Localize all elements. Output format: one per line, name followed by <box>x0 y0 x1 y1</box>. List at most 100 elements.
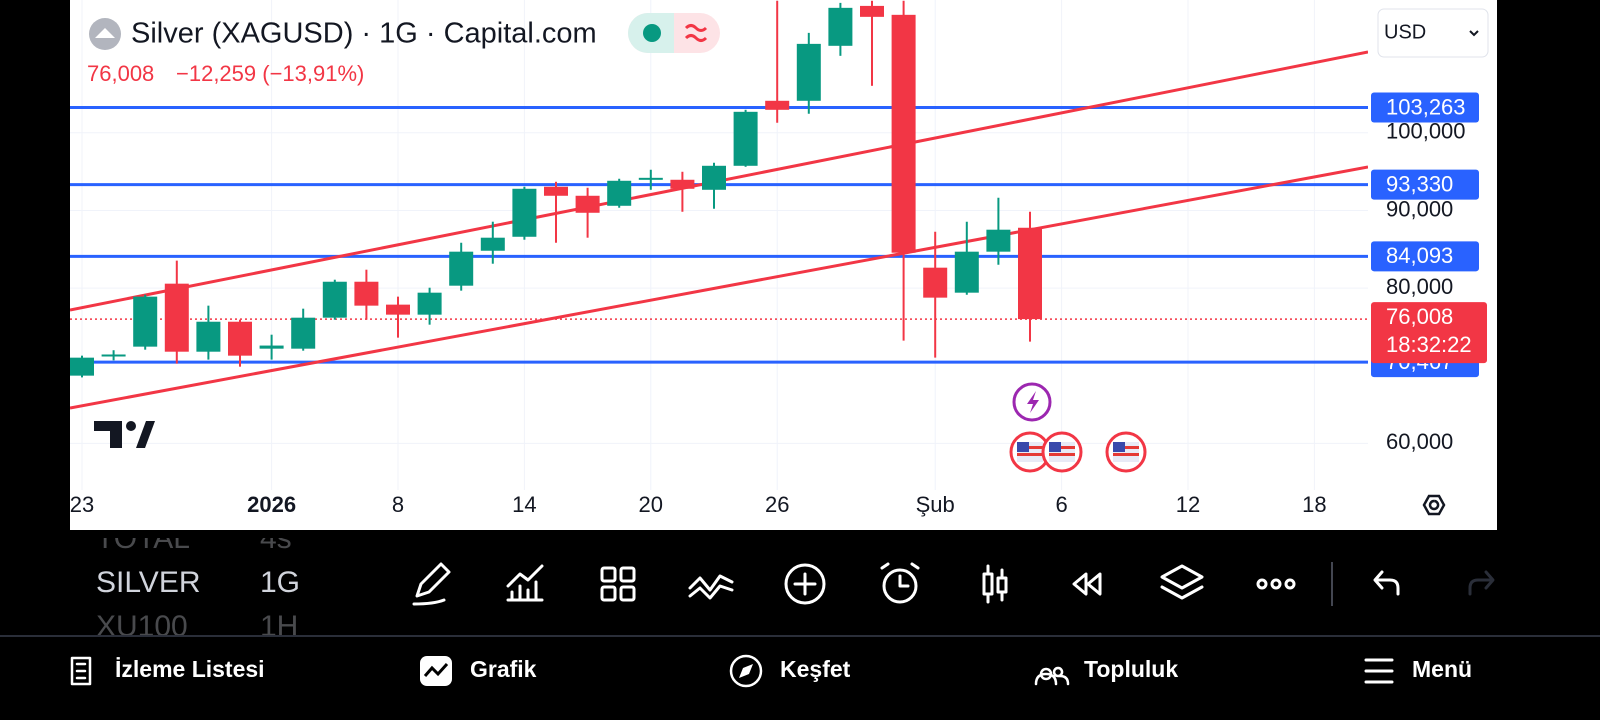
undo[interactable] <box>1373 570 1400 596</box>
patterns-tool[interactable] <box>688 574 734 600</box>
x-tick-label: 20 <box>639 492 663 517</box>
candle-body <box>322 281 347 318</box>
x-tick-label: 26 <box>765 492 789 517</box>
events <box>1009 382 1147 473</box>
chart-area <box>70 0 1497 530</box>
header: Silver (XAGUSD) · 1G · Capital.com 76,00… <box>87 8 1489 86</box>
y-tick-label: 80,000 <box>1386 274 1453 299</box>
candle-body <box>796 43 821 101</box>
watch-interval: 1G <box>260 566 300 599</box>
candle-body <box>954 251 979 293</box>
x-tick-label: 6 <box>1055 492 1067 517</box>
more-tool[interactable] <box>1256 578 1296 590</box>
candle-body <box>670 179 695 189</box>
nav-menu[interactable]: Menü <box>1364 656 1472 684</box>
level-label: 93,330 <box>1386 171 1453 196</box>
candle-body <box>733 111 758 166</box>
candle-body <box>449 251 474 286</box>
x-tick-label: 2026 <box>247 492 296 517</box>
layers-tool[interactable] <box>1160 564 1204 600</box>
candle-body <box>512 188 537 237</box>
nav-label: Grafik <box>470 656 537 682</box>
candle-body <box>386 304 410 315</box>
level-label: 84,093 <box>1386 243 1453 268</box>
candle-body <box>354 281 379 306</box>
y-tick-label: 60,000 <box>1386 429 1453 454</box>
bars-tool[interactable] <box>982 564 1008 604</box>
candle-body <box>133 296 158 347</box>
candle-body <box>638 177 663 180</box>
candle-body <box>891 14 916 253</box>
draw-tool[interactable] <box>412 562 451 606</box>
replay-tool[interactable] <box>1072 572 1102 596</box>
last-price-bg <box>1371 302 1487 364</box>
candles <box>70 0 1042 378</box>
level-label-bg <box>1371 92 1479 123</box>
nav-label: Keşfet <box>780 656 851 682</box>
candle-body <box>196 321 221 352</box>
watch-symbol: SILVER <box>96 566 201 599</box>
candle-body <box>765 100 790 110</box>
watch-interval: 1H <box>260 610 298 643</box>
bottom-nav: İzleme Listesi Grafik Keşfet Topluluk Me… <box>70 654 1472 688</box>
nav-chart[interactable]: Grafik <box>420 656 537 686</box>
x-tick-label: Şub <box>916 492 955 517</box>
us-event <box>1105 431 1147 473</box>
x-tick-label: 18 <box>1302 492 1326 517</box>
redo[interactable] <box>1468 570 1495 596</box>
add-tool[interactable] <box>784 563 826 605</box>
level-label-bg <box>1371 169 1479 200</box>
candle-body <box>607 180 632 206</box>
x-tick-label: 12 <box>1176 492 1200 517</box>
indicators-tool[interactable] <box>506 564 544 602</box>
trend-line <box>70 165 1368 410</box>
price: 76,008 <box>87 61 154 86</box>
nav-label: Menü <box>1412 656 1472 682</box>
candle-body <box>544 186 568 196</box>
candle-body <box>1018 227 1042 320</box>
candle-body <box>417 292 442 315</box>
symbol-title: Silver (XAGUSD) · 1G · Capital.com <box>131 18 597 50</box>
x-tick-label: 14 <box>512 492 536 517</box>
tv-logo <box>94 421 155 448</box>
candle-body <box>480 237 505 251</box>
status-chip[interactable] <box>628 13 720 53</box>
level-label: 103,263 <box>1386 94 1466 119</box>
toolbar <box>412 562 1495 606</box>
layout-tool[interactable] <box>600 566 636 602</box>
level-label-bg <box>1371 241 1479 272</box>
countdown: 18:32:22 <box>1386 332 1472 357</box>
nav-explore[interactable]: Keşfet <box>729 654 851 688</box>
fade-top <box>0 530 400 538</box>
settings-button[interactable] <box>1422 494 1446 516</box>
candle-body <box>164 283 189 352</box>
candle-body <box>228 321 252 356</box>
candle-body <box>70 357 94 376</box>
nav-watchlist[interactable]: İzleme Listesi <box>70 656 265 686</box>
price-change: −12,259 (−13,91%) <box>176 61 364 86</box>
y-tick-label: 100,000 <box>1386 119 1466 144</box>
candle-body <box>923 267 948 298</box>
us-event <box>1041 431 1083 473</box>
candle-body <box>575 195 600 213</box>
candle-body <box>702 165 726 190</box>
candle-body <box>986 229 1011 252</box>
currency: USD <box>1384 21 1426 43</box>
us-event <box>1009 431 1051 473</box>
x-tick-label: 8 <box>392 492 404 517</box>
nav-label: İzleme Listesi <box>115 656 265 682</box>
y-tick-label: 90,000 <box>1386 196 1453 221</box>
currency-select[interactable]: USD <box>1377 8 1489 58</box>
candle-body <box>259 345 284 349</box>
alert-tool[interactable] <box>880 562 920 604</box>
candle-body <box>828 7 853 46</box>
last-price-label: 76,008 <box>1386 304 1453 329</box>
candle-body <box>101 354 126 357</box>
nav-label: Topluluk <box>1084 656 1178 682</box>
nav-community[interactable]: Topluluk <box>1034 656 1178 686</box>
x-tick-label: 23 <box>70 492 94 517</box>
candle-body <box>291 317 316 349</box>
